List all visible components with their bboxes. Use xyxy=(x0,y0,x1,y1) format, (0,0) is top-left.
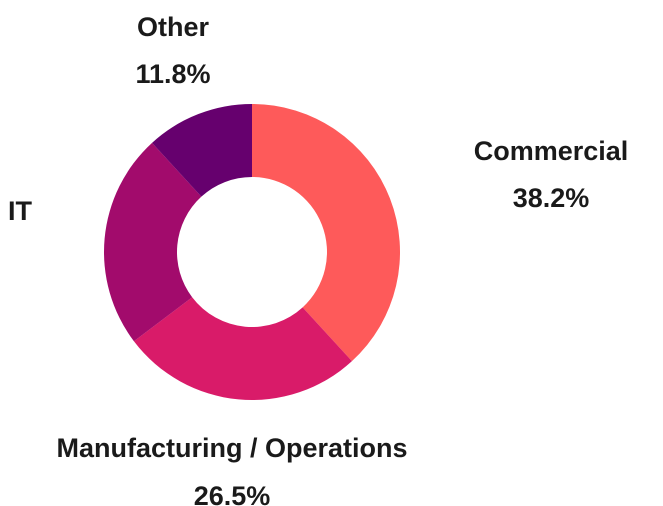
slice-commercial xyxy=(252,104,400,362)
value-manufacturing-operations: 26.5% xyxy=(194,481,271,506)
slice-manufacturing-operations xyxy=(133,297,352,400)
label-commercial: Commercial xyxy=(474,136,629,166)
label-other: Other xyxy=(137,12,210,42)
value-other: 11.8% xyxy=(135,59,210,89)
value-commercial: 38.2% xyxy=(513,183,590,213)
chart-slices xyxy=(104,104,400,400)
slice-other xyxy=(152,104,252,197)
slice-it xyxy=(104,142,202,342)
label-it: IT xyxy=(8,196,33,226)
label-manufacturing-operations: Manufacturing / Operations xyxy=(56,433,407,463)
